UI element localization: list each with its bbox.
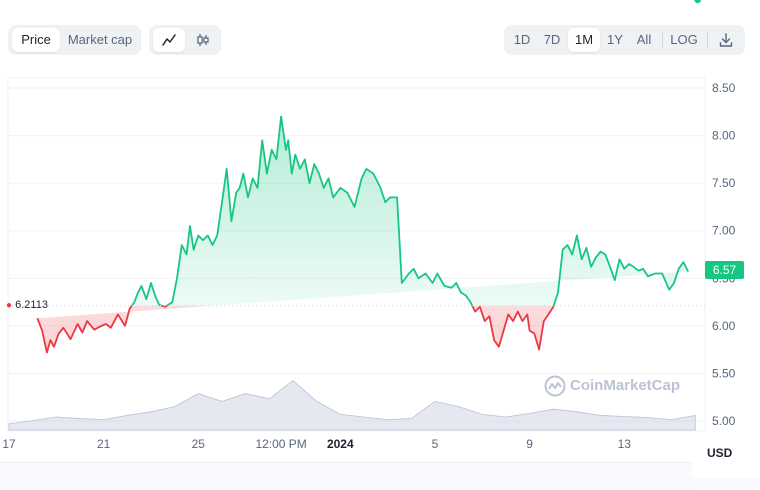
x-tick-label: 5 — [432, 437, 439, 451]
volume-area — [8, 380, 696, 431]
price-chart[interactable]: 8.508.007.507.006.506.005.505.00 1721251… — [0, 0, 760, 470]
metric-toggle: Price Market cap — [8, 25, 141, 55]
area-fill-up — [131, 116, 689, 306]
market-cap-tab[interactable]: Market cap — [67, 32, 133, 47]
plot-border — [7, 77, 706, 432]
current-price-tag: 6.57 — [705, 261, 744, 279]
candlestick-button[interactable] — [187, 28, 219, 52]
x-tick-label: 17 — [2, 437, 16, 451]
range-all-button[interactable]: All — [636, 32, 652, 47]
y-tick-label: 7.00 — [712, 224, 736, 238]
x-tick-label: 25 — [192, 437, 206, 451]
log-scale-button[interactable]: LOG — [670, 32, 698, 47]
chart-type-toggle — [149, 25, 221, 55]
start-price-label: ● 6.2113 — [6, 299, 48, 311]
range-1y-button[interactable]: 1Y — [607, 32, 623, 47]
download-button[interactable] — [712, 28, 740, 52]
y-tick-label: 8.00 — [712, 129, 736, 143]
y-tick-label: 8.50 — [712, 81, 736, 95]
currency-label: USD — [707, 446, 733, 460]
y-axis: 8.508.007.507.006.506.005.505.00 — [712, 81, 736, 428]
y-tick-label: 5.50 — [712, 366, 736, 380]
price-line — [36, 115, 690, 354]
start-price-marker: ● — [6, 300, 13, 311]
coinmarketcap-watermark: CoinMarketCap — [544, 375, 680, 397]
toolbar-divider — [662, 32, 663, 48]
x-tick-label: 21 — [97, 437, 111, 451]
x-tick-label: 9 — [526, 437, 533, 451]
x-tick-label: 2024 — [327, 437, 354, 451]
watermark-text: CoinMarketCap — [570, 376, 681, 394]
range-7d-button[interactable]: 7D — [543, 32, 561, 47]
y-tick-label: 5.00 — [712, 414, 736, 428]
coinmarketcap-logo-icon — [544, 375, 566, 397]
range-navigator-strip[interactable] — [0, 462, 692, 490]
price-tab[interactable]: Price — [12, 28, 60, 52]
price-area-fill — [37, 116, 689, 353]
x-tick-label: 13 — [618, 437, 632, 451]
y-tick-label: 6.00 — [712, 319, 736, 333]
candlestick-icon — [197, 34, 209, 46]
line-chart-button[interactable] — [153, 28, 185, 52]
current-price-dot — [692, 0, 703, 5]
line-chart-icon — [162, 34, 176, 46]
range-navigator-strip-end — [692, 478, 760, 489]
start-price-value: 6.2113 — [15, 299, 48, 311]
range-selector: 1D 7D 1M 1Y All LOG — [504, 25, 745, 55]
toolbar-divider-2 — [707, 32, 708, 48]
download-icon — [719, 33, 733, 47]
volume-shape — [8, 380, 696, 431]
y-tick-label: 7.50 — [712, 176, 736, 190]
range-1m-button[interactable]: 1M — [568, 28, 600, 52]
range-1d-button[interactable]: 1D — [513, 32, 531, 47]
x-tick-label: 12:00 PM — [255, 437, 306, 451]
price-line-up — [130, 115, 690, 306]
x-axis: 17 21 25 12:00 PM 2024 5 9 13 — [2, 437, 631, 451]
area-fill-down — [37, 305, 554, 353]
